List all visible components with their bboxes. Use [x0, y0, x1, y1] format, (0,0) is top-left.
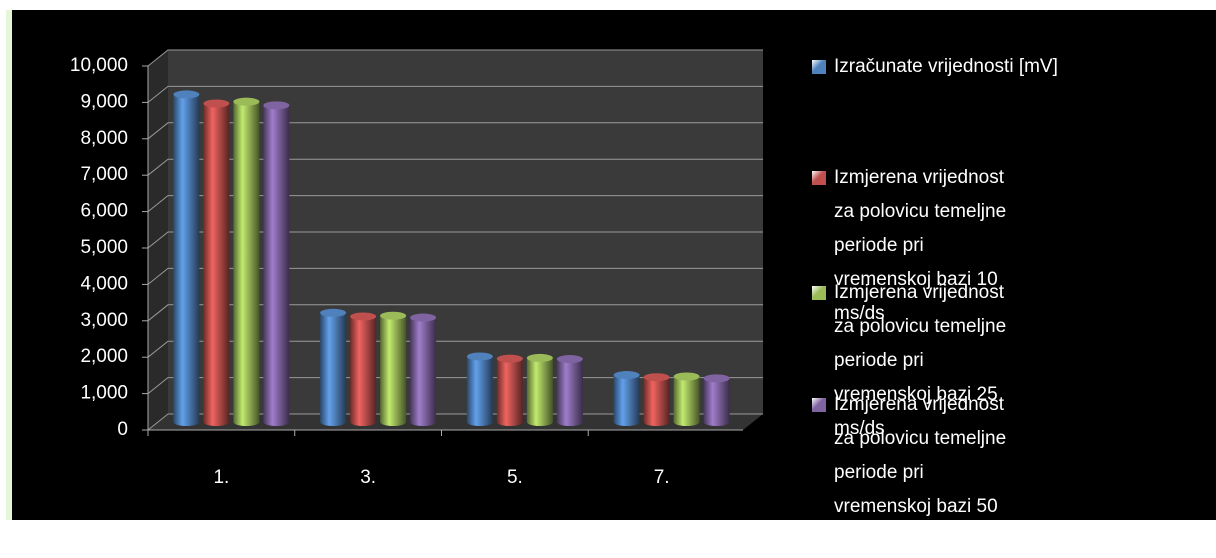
bar	[320, 308, 347, 426]
page: 0 1,000 2,000 3,000 4,000 5,000 6,000 7,000 8,00…	[6, 10, 1216, 520]
y-tick-label: 1,000	[80, 383, 128, 404]
bar	[233, 97, 260, 426]
x-tick-label: 5.	[507, 467, 523, 488]
legend-label: Izmjerena vrijednost za polovicu temeljn…	[834, 282, 1007, 439]
grid-line	[147, 85, 763, 103]
y-tick-label: 0	[117, 419, 128, 440]
bar	[173, 90, 200, 426]
legend-swatch	[812, 286, 826, 300]
bar	[263, 101, 290, 426]
bar	[466, 352, 493, 426]
grid-line	[147, 231, 763, 249]
legend-item: Izmjerena vrijednost za polovicu temeljn…	[812, 388, 1202, 558]
bar	[613, 371, 640, 426]
legend-label: Izračunate vrijednosti [mV]	[834, 56, 1058, 77]
legend-item: Izmjerena vrijednost za polovicu temeljn…	[812, 276, 1202, 446]
chart: 0 1,000 2,000 3,000 4,000 5,000 6,000 7,000 8,00…	[70, 49, 763, 488]
bar	[673, 372, 700, 426]
floor	[148, 414, 763, 430]
y-tick-label: 2,000	[80, 346, 128, 367]
bar	[203, 99, 230, 426]
y-tick-label: 9,000	[80, 91, 128, 112]
legend-item: Izračunate vrijednosti [mV]	[812, 50, 1202, 84]
grid-line	[147, 304, 763, 322]
legend-swatch	[812, 171, 826, 185]
grid-line	[147, 49, 763, 67]
bar	[380, 311, 407, 426]
legend-swatch	[812, 398, 826, 412]
bar	[350, 312, 377, 426]
legend-item: Izmjerena vrijednost za polovicu temeljn…	[812, 161, 1202, 331]
y-tick-label: 6,000	[80, 201, 128, 222]
y-tick-label: 3,000	[80, 310, 128, 331]
y-tick-label: 10,000	[70, 55, 128, 76]
bar	[703, 374, 730, 426]
grid-line	[147, 122, 763, 140]
bar	[526, 353, 553, 426]
x-tick-label: 1.	[213, 467, 229, 488]
y-tick-label: 7,000	[80, 164, 128, 185]
legend-label: Izmjerena vrijednost za polovicu temeljn…	[834, 167, 1007, 324]
bar	[556, 355, 583, 426]
grid-line	[147, 195, 763, 212]
legend-label: Izmjerena vrijednost za polovicu temeljn…	[834, 394, 1007, 551]
x-tick-label: 7.	[654, 467, 670, 488]
grid-line	[147, 158, 763, 176]
legend-swatch	[812, 60, 826, 74]
grid-line	[147, 340, 763, 358]
bar	[410, 313, 437, 426]
y-tick-label: 5,000	[80, 237, 128, 258]
y-tick-label: 8,000	[80, 128, 128, 149]
bar	[496, 354, 523, 426]
x-tick-label: 3.	[360, 467, 376, 488]
y-tick-label: 4,000	[80, 273, 128, 294]
bar	[643, 373, 670, 426]
grid-line	[147, 267, 763, 285]
